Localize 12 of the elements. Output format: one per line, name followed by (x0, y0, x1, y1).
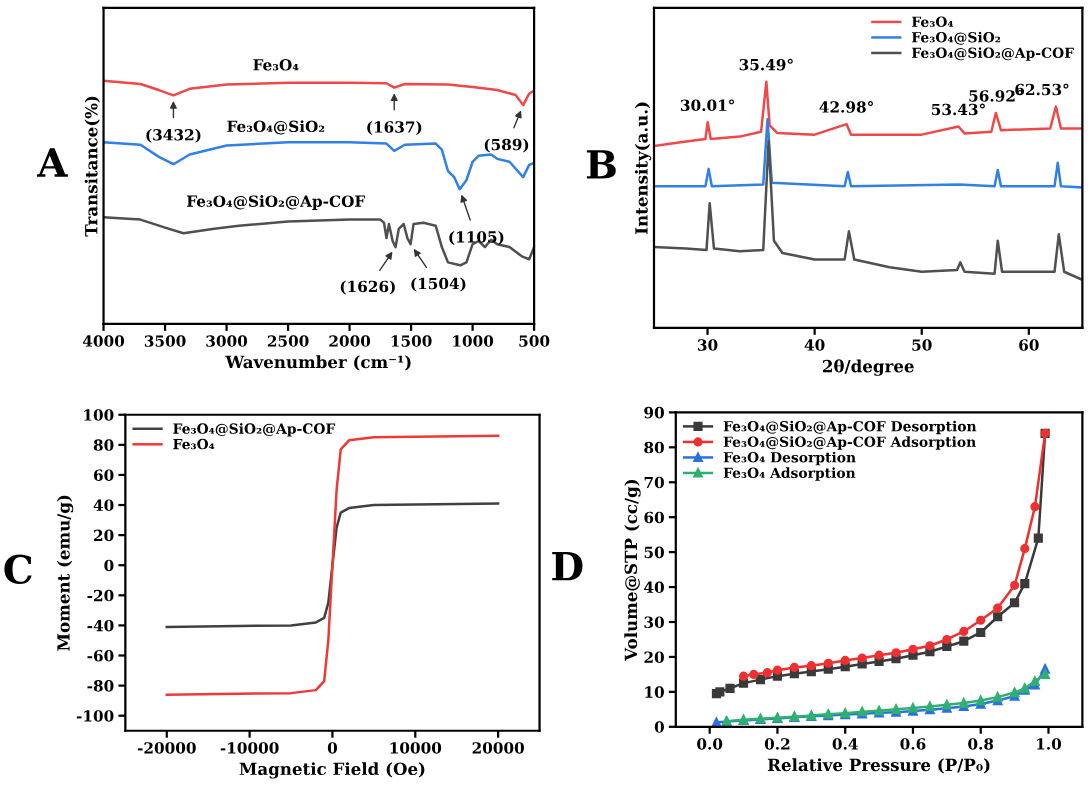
y-axis-title: Intensity(a.u.) (634, 102, 652, 234)
text: C (4, 554, 32, 585)
x-axis-title: Magnetic Field (Oe) (239, 762, 425, 779)
text: B (586, 150, 616, 179)
x-axis-title: 2θ/degree (822, 359, 914, 376)
y-axis-title: Volume@STP (cc/g) (624, 479, 641, 661)
text: A (36, 148, 68, 177)
y-axis-title: Moment (emu/g) (56, 495, 74, 651)
x-axis-title: Relative Pressure (P/P₀) (767, 758, 990, 774)
text: D (552, 551, 583, 581)
x-axis-title: Wavenumber (cm⁻¹) (225, 355, 411, 371)
y-axis-title: Transitance(%) (84, 96, 100, 237)
